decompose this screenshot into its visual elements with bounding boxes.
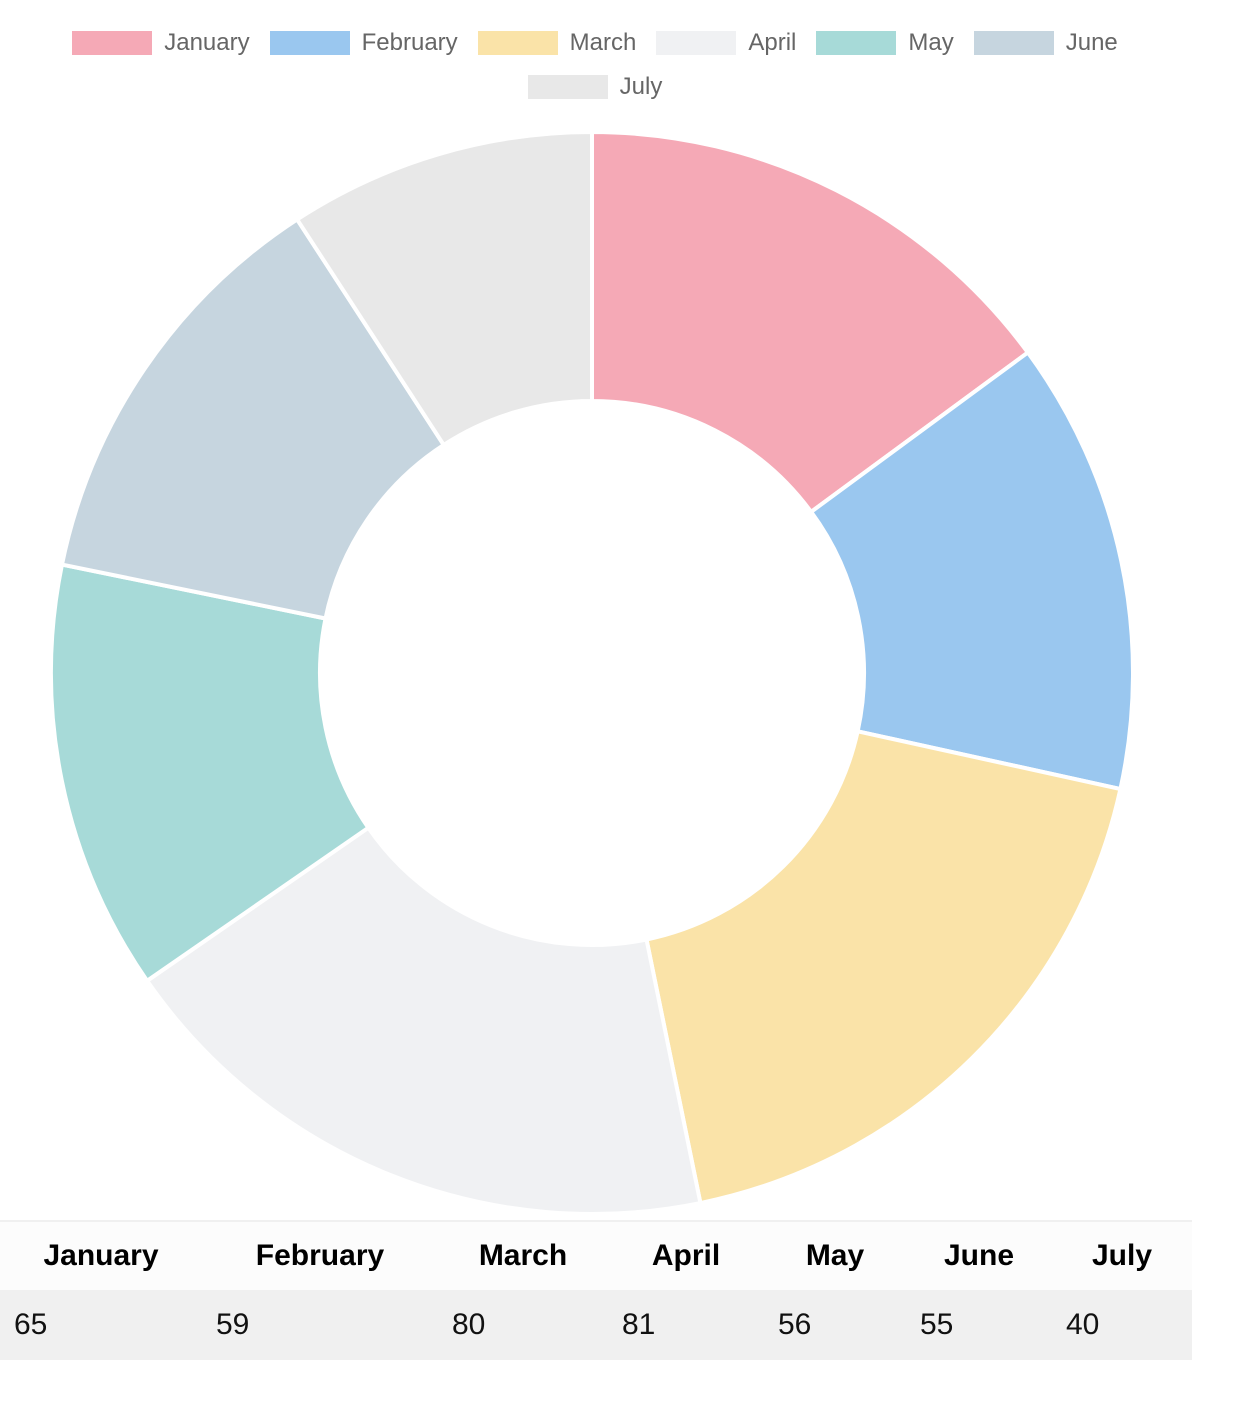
table-header-cell: June xyxy=(906,1220,1052,1290)
table-header-cell: February xyxy=(202,1220,438,1290)
legend-swatch xyxy=(656,31,737,55)
doughnut-segment-april[interactable] xyxy=(144,824,703,1216)
table-header-row: January February March April May June Ju… xyxy=(0,1220,1192,1290)
table-header-cell: April xyxy=(608,1220,764,1290)
legend-item-march[interactable]: March xyxy=(477,29,637,56)
legend-swatch xyxy=(973,31,1054,55)
data-table: January February March April May June Ju… xyxy=(0,1220,1192,1360)
doughnut-segment-february[interactable] xyxy=(808,349,1135,792)
table-cell: 55 xyxy=(906,1290,1052,1360)
table-cell: 56 xyxy=(764,1290,906,1360)
legend-item-february[interactable]: February xyxy=(269,29,458,56)
table-cell: 80 xyxy=(438,1290,608,1360)
legend-label: February xyxy=(361,29,458,56)
table-header-cell: May xyxy=(764,1220,906,1290)
legend-item-may[interactable]: May xyxy=(816,29,954,56)
table-cell: 59 xyxy=(202,1290,438,1360)
legend-label: March xyxy=(569,29,637,56)
table-header-cell: January xyxy=(0,1220,202,1290)
legend-label: July xyxy=(619,73,663,100)
legend-item-january[interactable]: January xyxy=(72,29,250,56)
legend-swatch xyxy=(477,31,558,55)
legend-label: June xyxy=(1065,29,1118,56)
table-cell: 65 xyxy=(0,1290,202,1360)
doughnut-segment-june[interactable] xyxy=(59,216,447,621)
table-header-cell: July xyxy=(1052,1220,1192,1290)
legend-swatch xyxy=(72,31,153,55)
legend-swatch xyxy=(816,31,897,55)
doughnut-segment-may[interactable] xyxy=(49,562,372,984)
legend-item-april[interactable]: April xyxy=(656,29,797,56)
doughnut-segment-january[interactable] xyxy=(590,129,1031,515)
legend-swatch xyxy=(527,75,608,99)
table-header-cell: March xyxy=(438,1220,608,1290)
legend-label: January xyxy=(164,29,250,56)
doughnut-segment-july[interactable] xyxy=(294,129,594,448)
doughnut-chart xyxy=(49,129,1135,1216)
doughnut-segment-march[interactable] xyxy=(644,728,1123,1206)
table-cell: 81 xyxy=(608,1290,764,1360)
legend-label: May xyxy=(908,29,954,56)
legend-item-june[interactable]: June xyxy=(973,29,1118,56)
table-cell: 40 xyxy=(1052,1290,1192,1360)
legend-swatch xyxy=(269,31,350,55)
legend-item-july[interactable]: July xyxy=(527,73,663,100)
chart-legend: January February March April May June Ju… xyxy=(0,29,1190,100)
table-row: 65 59 80 81 56 55 40 xyxy=(0,1290,1192,1360)
legend-label: April xyxy=(748,29,797,56)
